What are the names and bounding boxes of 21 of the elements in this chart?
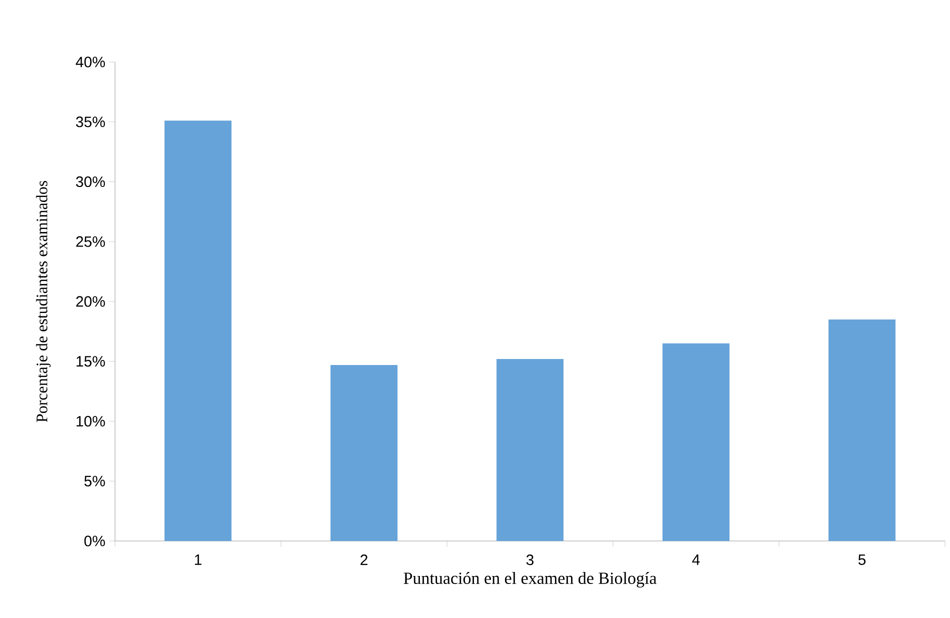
y-axis-title: Porcentaje de estudiantes examinados: [36, 180, 51, 422]
bar: [496, 358, 564, 541]
y-tick-label: 5%: [84, 476, 105, 486]
y-tick-label: 15%: [76, 356, 105, 367]
bar: [828, 319, 896, 541]
x-tick-label: 2: [360, 554, 368, 565]
y-tick-label: 0%: [84, 536, 105, 546]
y-tick-label: 20%: [76, 296, 105, 307]
y-tick-label: 35%: [76, 116, 105, 128]
y-tick-label: 10%: [76, 416, 105, 427]
y-tick-label: 30%: [76, 176, 105, 188]
x-tick-label: 1: [194, 554, 202, 565]
bar: [164, 120, 232, 541]
x-axis-title: Puntuación en el examen de Biología: [404, 572, 657, 588]
y-tick-label: 25%: [76, 236, 105, 247]
bar: [330, 364, 398, 541]
x-tick-label: 5: [858, 554, 866, 565]
bar: [662, 343, 730, 541]
x-tick-label: 4: [692, 554, 700, 565]
y-tick-label: 40%: [76, 56, 105, 68]
x-tick-label: 3: [526, 554, 534, 566]
